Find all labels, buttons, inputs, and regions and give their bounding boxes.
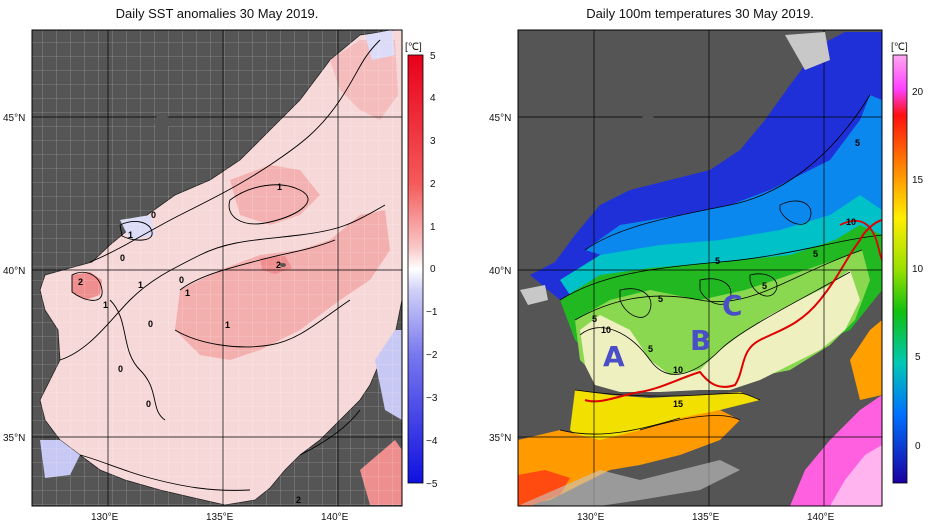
left-island <box>280 263 286 267</box>
right-contour-label: 5 <box>592 314 597 324</box>
right-sea-pale <box>580 270 860 392</box>
left-colorbar-tick: −2 <box>426 350 438 361</box>
right-warm-current-line <box>839 219 882 261</box>
right-contour-label: 15 <box>673 399 683 409</box>
right-contour-label: 5 <box>715 256 720 266</box>
left-contour-label: 0 <box>179 275 184 285</box>
left-lat-label: 40°N <box>3 266 25 277</box>
region-letter-b: B <box>690 324 711 357</box>
left-contour-label: 0 <box>120 253 125 263</box>
left-island <box>154 115 170 129</box>
left-lat-label: 35°N <box>3 433 25 444</box>
right-sea-red <box>518 470 570 506</box>
right-contour-label: 10 <box>846 217 856 227</box>
left-lat-label: 45°N <box>3 113 25 124</box>
region-letter-a: A <box>603 340 625 373</box>
right-contour-label: 5 <box>813 249 818 259</box>
left-colorbar-unit: [℃] <box>405 42 422 53</box>
right-lon-label: 140°E <box>807 512 835 523</box>
left-lon-label: 140°E <box>321 512 349 523</box>
left-colorbar-tick: 0 <box>430 264 436 275</box>
right-contours <box>559 94 882 435</box>
left-map-title: Daily SST anomalies 30 May 2019. <box>115 6 319 21</box>
right-contour-label: 5 <box>648 344 653 354</box>
right-contour-label: 10 <box>673 365 683 375</box>
right-missing-data <box>520 285 548 305</box>
left-colorbar-tick: −1 <box>426 307 438 318</box>
left-colorbar-tick: 5 <box>430 51 436 62</box>
right-colorbar <box>892 54 908 484</box>
right-contour-label: 10 <box>601 325 611 335</box>
right-colorbar-tick: 0 <box>915 441 921 452</box>
right-missing-data <box>785 32 830 70</box>
right-contour-label: 5 <box>658 294 663 304</box>
right-map-title: Daily 100m temperatures 30 May 2019. <box>586 6 814 21</box>
right-colorbar-ticks: 20 15 10 5 0 <box>912 87 924 452</box>
right-colorbar-tick: 5 <box>915 352 921 363</box>
region-letter-c: C <box>722 289 743 322</box>
left-lon-label: 135°E <box>206 512 234 523</box>
right-sea-pink <box>830 445 882 506</box>
left-contour-label: 1 <box>185 288 190 298</box>
right-colorbar-tick: 10 <box>912 264 924 275</box>
right-map <box>518 30 882 506</box>
left-contour-label: 1 <box>277 182 282 192</box>
right-lat-label: 35°N <box>489 433 511 444</box>
right-contour-label: 5 <box>762 281 767 291</box>
left-contour-label: 1 <box>225 320 230 330</box>
left-colorbar-tick: 1 <box>430 222 436 233</box>
right-map-frame <box>517 29 883 507</box>
right-colorbar-unit: [℃] <box>891 42 908 53</box>
left-colorbar-ticks: 5 4 3 2 1 0 −1 −2 −3 −4 −5 <box>426 51 438 490</box>
right-colorbar-tick: 20 <box>912 87 924 98</box>
left-contour-label: 2 <box>296 495 301 505</box>
left-contour-label: 1 <box>138 280 143 290</box>
left-contours <box>59 39 386 491</box>
left-contour-label: 0 <box>148 319 153 329</box>
left-map: 1 0 1 0 2 1 0 1 2 0 1 1 0 0 2 <box>32 30 402 506</box>
left-contour-label: 0 <box>146 399 151 409</box>
right-sea-orange-east <box>850 320 882 400</box>
right-lon-label: 135°E <box>692 512 720 523</box>
left-colorbar-tick: −5 <box>426 479 438 490</box>
right-graticule <box>518 30 882 506</box>
left-contour-label: 1 <box>103 300 108 310</box>
right-lon-label: 130°E <box>577 512 605 523</box>
right-lat-label: 45°N <box>489 113 511 124</box>
right-missing-data <box>520 460 740 506</box>
left-colorbar-tick: 2 <box>430 179 436 190</box>
right-colorbar-tick: 15 <box>912 175 924 186</box>
right-island <box>640 115 656 129</box>
right-sea-yellow <box>570 390 760 445</box>
left-contour-label: 0 <box>118 364 123 374</box>
left-colorbar-tick: 4 <box>430 93 436 104</box>
right-contour-label: 5 <box>855 138 860 148</box>
left-fine-grid <box>32 30 402 506</box>
left-map-frame <box>31 29 403 507</box>
right-lat-label: 40°N <box>489 266 511 277</box>
left-colorbar-tick: 3 <box>430 136 436 147</box>
left-colorbar <box>407 54 424 484</box>
left-lon-label: 130°E <box>91 512 119 523</box>
left-contour-label: 0 <box>151 210 156 220</box>
left-contour-label: 2 <box>78 277 83 287</box>
left-colorbar-tick: −3 <box>426 393 438 404</box>
left-contour-label: 2 <box>276 260 281 270</box>
left-colorbar-tick: −4 <box>426 436 438 447</box>
left-graticule <box>32 30 402 506</box>
right-warm-current-line <box>584 219 882 403</box>
left-contour-label: 1 <box>128 230 133 240</box>
